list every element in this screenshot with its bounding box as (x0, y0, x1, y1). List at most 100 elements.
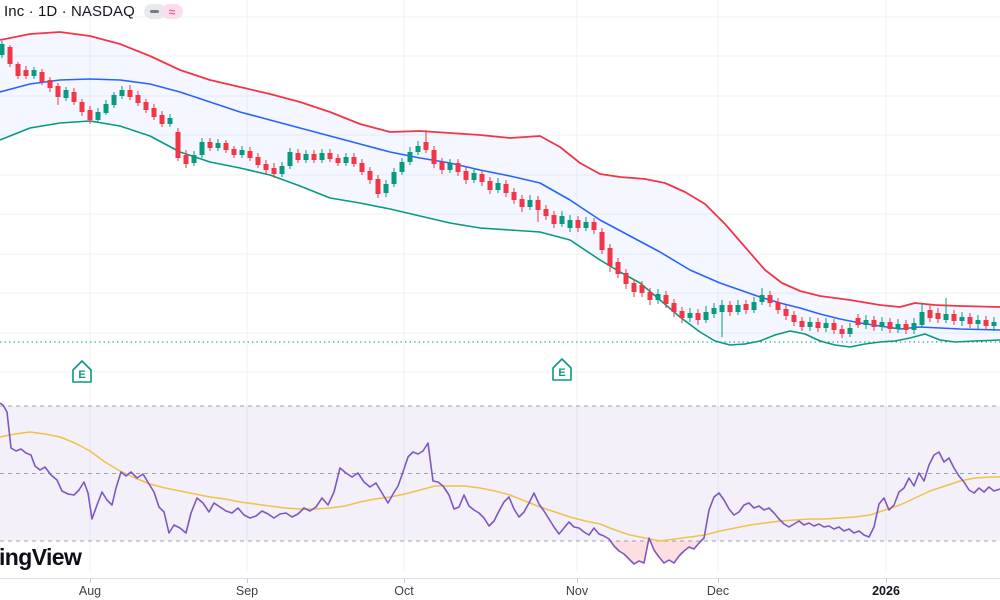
candle (719, 300, 725, 337)
candle (135, 91, 141, 106)
earnings-badge-letter: E (78, 369, 85, 381)
time-axis-tick (886, 579, 887, 583)
time-axis[interactable]: Aug Sep Oct Nov Dec 2026 (0, 578, 1000, 600)
candle (215, 139, 221, 151)
candle (583, 217, 589, 231)
candle (431, 146, 437, 168)
candle (143, 99, 149, 113)
candle (39, 69, 45, 85)
candle (911, 318, 917, 334)
candle (383, 180, 389, 197)
candle (503, 180, 509, 197)
candle (79, 99, 85, 116)
candle (967, 313, 973, 328)
candle (87, 106, 93, 124)
candle (351, 153, 357, 167)
candle (311, 150, 317, 163)
candle (847, 323, 853, 337)
candle (95, 108, 101, 123)
candle (663, 291, 669, 308)
bollinger-lower-band (0, 120, 1000, 348)
candle (559, 211, 565, 227)
candle (223, 140, 229, 153)
rsi-oversold-fill (650, 541, 701, 563)
candle (623, 269, 629, 289)
candle (855, 314, 861, 328)
candle (527, 195, 533, 210)
candle (615, 258, 621, 278)
rsi-oversold-fill (610, 541, 649, 564)
candle (703, 306, 709, 323)
candle (487, 177, 493, 194)
candle (255, 153, 261, 168)
time-axis-label: Sep (235, 584, 259, 598)
tradingview-logo[interactable]: ingView (0, 544, 82, 570)
candle (919, 303, 925, 328)
candle (199, 138, 205, 158)
candle (239, 146, 245, 158)
candle (279, 162, 285, 177)
candle (695, 309, 701, 325)
rsi-line (0, 402, 1000, 565)
candle (359, 159, 365, 175)
candle (479, 170, 485, 186)
candle (175, 128, 181, 161)
candle (183, 150, 189, 168)
candle (15, 62, 21, 79)
candle (495, 178, 501, 193)
candle (247, 147, 253, 161)
candle (807, 317, 813, 331)
candle (119, 86, 125, 99)
time-axis-label: Aug (78, 584, 102, 598)
candles-layer[interactable] (0, 41, 997, 338)
time-axis-tick (90, 579, 91, 583)
candle (959, 312, 965, 326)
candle (455, 159, 461, 176)
candle (287, 148, 293, 169)
candle (783, 305, 789, 320)
candle (423, 130, 429, 153)
earnings-badge-letter: E (558, 367, 565, 379)
candle (735, 300, 741, 315)
candle (567, 215, 573, 232)
earnings-badge[interactable]: E (72, 360, 92, 383)
candle (55, 83, 61, 105)
candle (375, 175, 381, 198)
candle (751, 297, 757, 313)
rsi-ma-line (0, 431, 1000, 542)
candle (439, 158, 445, 174)
candle (655, 289, 661, 304)
candle (327, 149, 333, 162)
candle (31, 67, 37, 79)
candle (863, 315, 869, 329)
candle (935, 308, 941, 323)
candle (543, 205, 549, 220)
bollinger-upper-band (0, 31, 1000, 308)
symbol-header[interactable]: Inc · 1D · NASDAQ ≈ (4, 3, 183, 20)
candle (983, 316, 989, 330)
symbol-title[interactable]: Inc · 1D · NASDAQ (4, 3, 135, 20)
candle (391, 168, 397, 187)
candle (23, 66, 29, 79)
candle (599, 228, 605, 254)
candle (471, 168, 477, 183)
delayed-data-icon[interactable]: ≈ (160, 4, 183, 19)
candle (639, 281, 645, 297)
candle (263, 160, 269, 174)
candle (871, 316, 877, 331)
gridlines (0, 0, 1000, 572)
earnings-badge[interactable]: E (552, 358, 572, 381)
candle (823, 318, 829, 332)
time-axis-tick (404, 579, 405, 583)
candle (631, 279, 637, 297)
candle (47, 77, 53, 92)
candle (111, 92, 117, 108)
candle (191, 151, 197, 166)
candle (151, 104, 157, 120)
market-closed-icon[interactable] (143, 4, 166, 19)
candle (679, 307, 685, 323)
candle (575, 216, 581, 232)
market-status-badges[interactable]: ≈ (143, 4, 183, 19)
